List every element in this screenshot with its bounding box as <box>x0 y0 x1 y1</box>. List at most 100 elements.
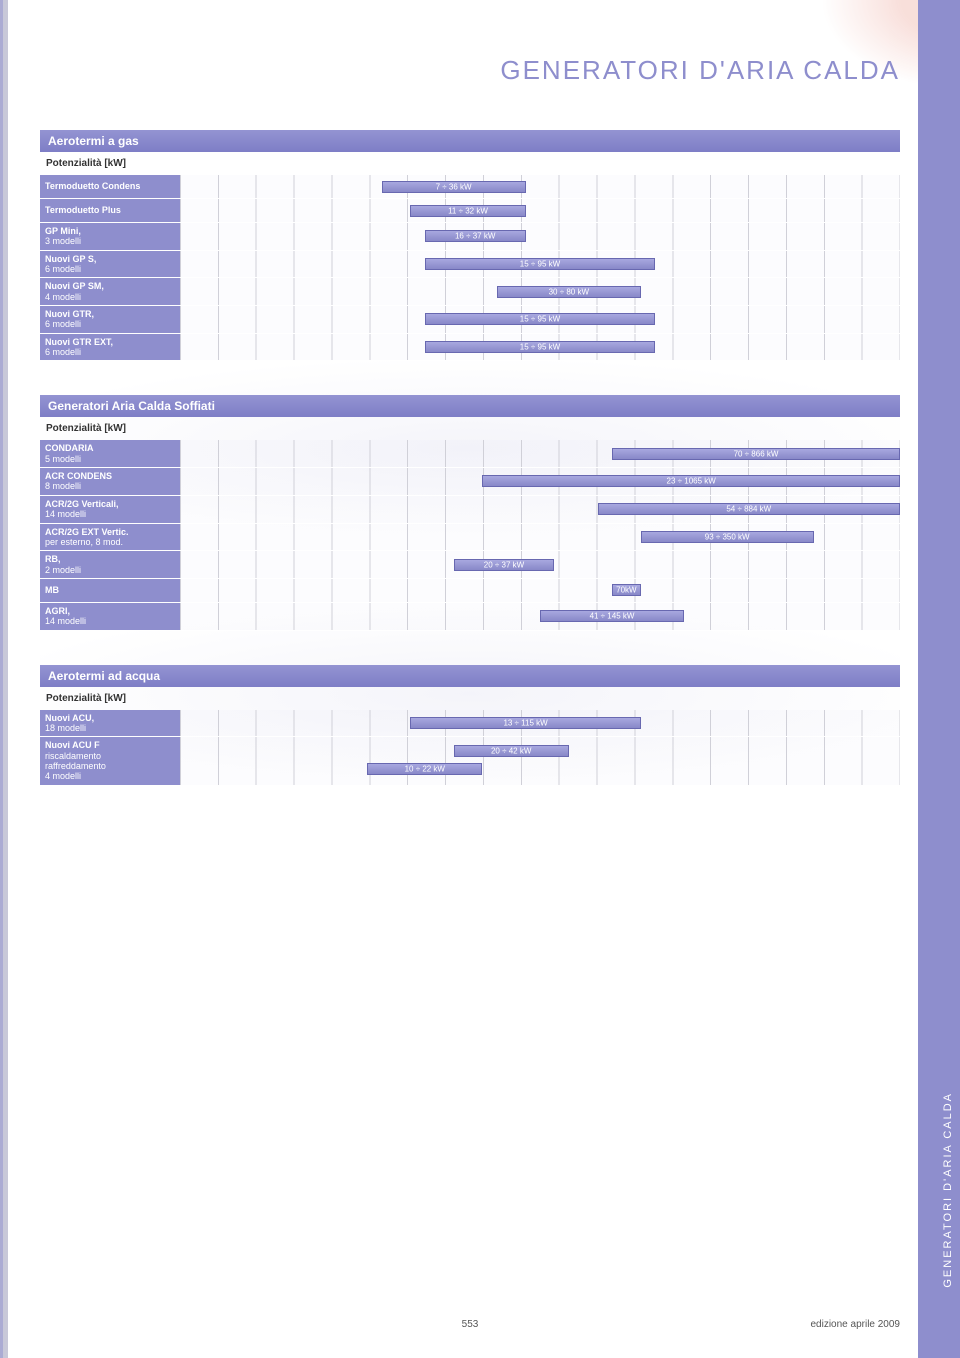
row-label: Nuovi GTR EXT,6 modelli <box>40 334 180 362</box>
row-name: Nuovi GTR, <box>45 309 175 319</box>
chart-section: Aerotermi a gasPotenzialità [kW]Termodue… <box>40 130 900 361</box>
row-name: ACR/2G EXT Vertic. <box>45 527 175 537</box>
row-track: 7 ÷ 36 kW <box>180 175 900 199</box>
side-vertical-text: GENERATORI D'ARIA CALDA <box>942 1092 954 1288</box>
row-label: Nuovi GTR,6 modelli <box>40 306 180 334</box>
range-bar: 15 ÷ 95 kW <box>425 313 655 325</box>
chart-row: Nuovi GTR EXT,6 modelli 15 ÷ 95 kW <box>40 334 900 362</box>
chart-row: Termoduetto Condens7 ÷ 36 kW <box>40 175 900 199</box>
row-sub: riscaldamento <box>45 751 175 761</box>
bar-label: 13 ÷ 115 kW <box>503 718 547 727</box>
row-name: RB, <box>45 554 175 564</box>
bar-label: 16 ÷ 37 kW <box>455 232 495 241</box>
row-track: 11 ÷ 32 kW <box>180 199 900 223</box>
range-bar: 70kW <box>612 584 641 596</box>
row-sub: 14 modelli <box>45 509 175 519</box>
content-area: Aerotermi a gasPotenzialità [kW]Termodue… <box>40 130 900 820</box>
bar-label: 15 ÷ 95 kW <box>520 260 560 269</box>
row-name: ACR/2G Verticali, <box>45 499 175 509</box>
range-bar: 30 ÷ 80 kW <box>497 286 641 298</box>
row-sub: 5 modelli <box>45 454 175 464</box>
row-track: 23 ÷ 1065 kW <box>180 468 900 496</box>
chart-row: Termoduetto Plus 11 ÷ 32 kW <box>40 199 900 223</box>
page-footer: 553 edizione aprile 2009 <box>40 1319 900 1330</box>
row-track: 15 ÷ 95 kW <box>180 306 900 334</box>
chart-row: RB,2 modelli 20 ÷ 37 kW <box>40 551 900 579</box>
row-name: Termoduetto Plus <box>45 205 175 215</box>
row-sub: 2 modelli <box>45 565 175 575</box>
chart-row: Nuovi GP SM,4 modelli 30 ÷ 80 kW <box>40 278 900 306</box>
row-track: 30 ÷ 80 kW <box>180 278 900 306</box>
chart-row: Nuovi ACU Friscaldamentoraffreddamento4 … <box>40 737 900 785</box>
chart-row: CONDARIA5 modelli 70 ÷ 866 kW <box>40 440 900 468</box>
row-label: RB,2 modelli <box>40 551 180 579</box>
range-bar: 11 ÷ 32 kW <box>410 205 525 217</box>
row-name: Nuovi GTR EXT, <box>45 337 175 347</box>
bar-label: 70kW <box>616 586 636 595</box>
bar-label: 7 ÷ 36 kW <box>436 182 472 191</box>
section-header: Generatori Aria Calda Soffiati <box>40 395 900 417</box>
chart-row: Nuovi ACU,18 modelli 13 ÷ 115 kW <box>40 710 900 738</box>
row-name: Nuovi ACU F <box>45 740 175 750</box>
range-bar: 41 ÷ 145 kW <box>540 610 684 622</box>
row-label: MB <box>40 579 180 603</box>
row-label: Nuovi GP SM,4 modelli <box>40 278 180 306</box>
bar-label: 10 ÷ 22 kW <box>405 765 445 774</box>
row-label: ACR CONDENS8 modelli <box>40 468 180 496</box>
section-sublabel: Potenzialità [kW] <box>40 689 900 710</box>
row-track: 20 ÷ 42 kW 10 ÷ 22 kW <box>180 737 900 785</box>
chart-section: Generatori Aria Calda SoffiatiPotenziali… <box>40 395 900 630</box>
row-sub: 6 modelli <box>45 347 175 357</box>
row-track: 93 ÷ 350 kW <box>180 524 900 552</box>
range-bar: 13 ÷ 115 kW <box>410 717 640 729</box>
range-bar: 15 ÷ 95 kW <box>425 258 655 270</box>
range-bar: 54 ÷ 884 kW <box>598 503 900 515</box>
row-sub: raffreddamento <box>45 761 175 771</box>
row-label: Nuovi GP S,6 modelli <box>40 251 180 279</box>
section-header: Aerotermi ad acqua <box>40 665 900 687</box>
row-name: Nuovi GP S, <box>45 254 175 264</box>
range-bar: 70 ÷ 866 kW <box>612 448 900 460</box>
bar-label: 30 ÷ 80 kW <box>549 287 589 296</box>
chart-area: Nuovi ACU,18 modelli13 ÷ 115 kWNuovi ACU… <box>40 710 900 786</box>
row-track: 54 ÷ 884 kW <box>180 496 900 524</box>
range-bar: 20 ÷ 42 kW <box>454 745 569 757</box>
chart-section: Aerotermi ad acquaPotenzialità [kW]Nuovi… <box>40 665 900 786</box>
section-sublabel: Potenzialità [kW] <box>40 419 900 440</box>
row-sub: 3 modelli <box>45 236 175 246</box>
left-accent-strip <box>0 0 8 1358</box>
chart-row: GP Mini,3 modelli16 ÷ 37 kW <box>40 223 900 251</box>
row-name: Nuovi ACU, <box>45 713 175 723</box>
row-track: 13 ÷ 115 kW <box>180 710 900 738</box>
chart-row: ACR CONDENS8 modelli 23 ÷ 1065 kW <box>40 468 900 496</box>
row-sub: 6 modelli <box>45 319 175 329</box>
chart-area: Termoduetto Condens7 ÷ 36 kWTermoduetto … <box>40 175 900 361</box>
chart-row: ACR/2G EXT Vertic.per esterno, 8 mod.93 … <box>40 524 900 552</box>
row-sub: 14 modelli <box>45 616 175 626</box>
bar-label: 70 ÷ 866 kW <box>734 449 779 458</box>
row-track: 15 ÷ 95 kW <box>180 334 900 362</box>
page-title: GENERATORI D'ARIA CALDA <box>0 55 918 86</box>
row-label: Nuovi ACU Friscaldamentoraffreddamento4 … <box>40 737 180 785</box>
row-track: 70 ÷ 866 kW <box>180 440 900 468</box>
chart-row: ACR/2G Verticali,14 modelli 54 ÷ 884 kW <box>40 496 900 524</box>
range-bar: 20 ÷ 37 kW <box>454 559 555 571</box>
row-sub: 4 modelli <box>45 292 175 302</box>
row-name: AGRI, <box>45 606 175 616</box>
section-sublabel: Potenzialità [kW] <box>40 154 900 175</box>
bar-label: 11 ÷ 32 kW <box>448 206 488 215</box>
row-name: ACR CONDENS <box>45 471 175 481</box>
range-bar: 23 ÷ 1065 kW <box>482 475 900 487</box>
row-sub: 4 modelli <box>45 771 175 781</box>
chart-row: AGRI,14 modelli 41 ÷ 145 kW <box>40 603 900 631</box>
bar-label: 15 ÷ 95 kW <box>520 343 560 352</box>
range-bar: 15 ÷ 95 kW <box>425 341 655 353</box>
row-name: CONDARIA <box>45 443 175 453</box>
row-sub: 18 modelli <box>45 723 175 733</box>
bar-label: 15 ÷ 95 kW <box>520 315 560 324</box>
row-track: 20 ÷ 37 kW <box>180 551 900 579</box>
range-bar: 93 ÷ 350 kW <box>641 531 814 543</box>
row-track: 15 ÷ 95 kW <box>180 251 900 279</box>
row-label: ACR/2G Verticali,14 modelli <box>40 496 180 524</box>
page-number: 553 <box>462 1319 479 1330</box>
